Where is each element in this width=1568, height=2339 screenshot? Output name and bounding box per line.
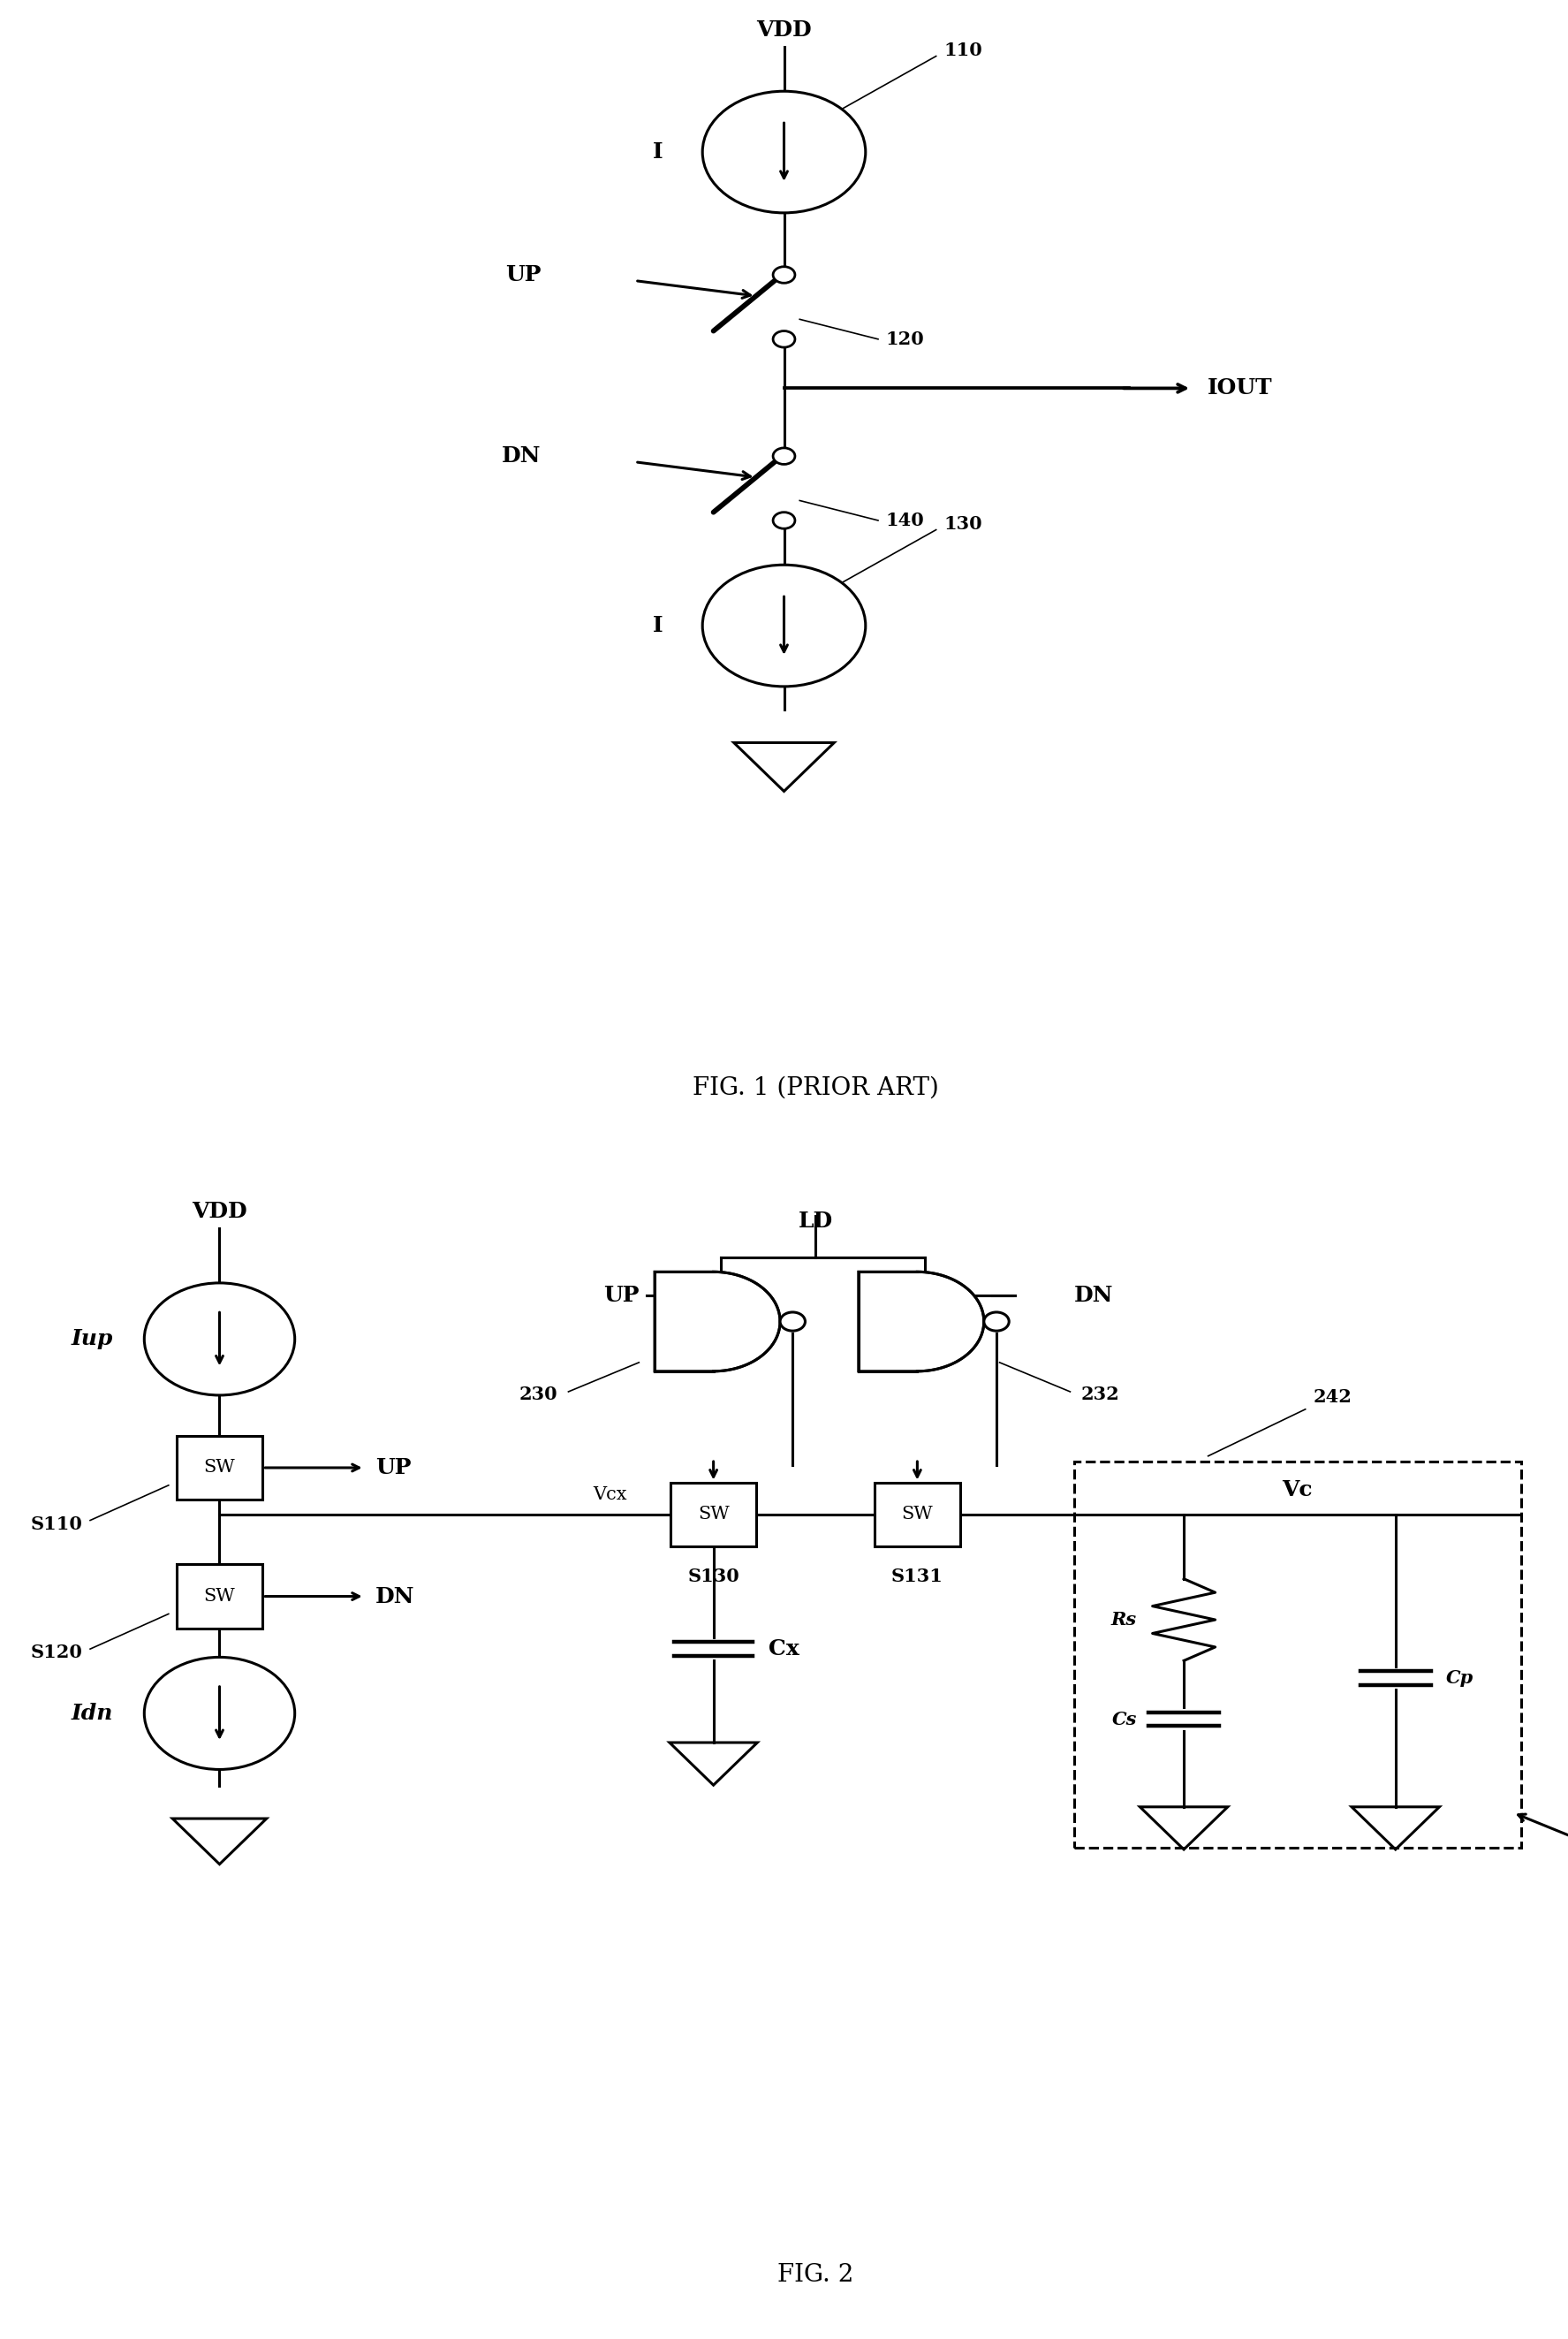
Text: UP: UP	[604, 1284, 640, 1308]
Circle shape	[773, 512, 795, 529]
Text: S110: S110	[30, 1516, 83, 1532]
Text: S131: S131	[891, 1567, 944, 1586]
Circle shape	[702, 91, 866, 213]
Text: S120: S120	[30, 1644, 83, 1661]
Text: DN: DN	[1074, 1284, 1113, 1308]
Text: 110: 110	[944, 42, 983, 58]
Text: Cx: Cx	[768, 1637, 800, 1661]
Circle shape	[773, 267, 795, 283]
Text: FIG. 1 (PRIOR ART): FIG. 1 (PRIOR ART)	[691, 1076, 939, 1099]
Bar	[1074, 1462, 1521, 1848]
Text: DN: DN	[375, 1586, 416, 1607]
Text: 242: 242	[1314, 1387, 1352, 1406]
Bar	[176, 1436, 263, 1499]
Text: LD: LD	[798, 1212, 833, 1233]
Text: 120: 120	[886, 330, 925, 349]
Circle shape	[779, 1312, 806, 1331]
Polygon shape	[655, 1272, 779, 1371]
Circle shape	[985, 1312, 1010, 1331]
Text: S130: S130	[687, 1567, 740, 1586]
Text: I: I	[652, 140, 663, 164]
Text: UP: UP	[505, 264, 541, 285]
Text: Cs: Cs	[1112, 1710, 1137, 1729]
Bar	[670, 1483, 756, 1546]
Text: 140: 140	[886, 512, 925, 529]
Text: Idn: Idn	[71, 1703, 113, 1724]
Circle shape	[702, 566, 866, 688]
Text: DN: DN	[502, 444, 541, 468]
Circle shape	[144, 1282, 295, 1394]
Text: SW: SW	[902, 1506, 933, 1523]
Text: 230: 230	[519, 1385, 558, 1403]
Text: 130: 130	[944, 515, 983, 533]
Bar	[875, 1483, 960, 1546]
Text: Vc: Vc	[1283, 1481, 1312, 1502]
Text: IOUT: IOUT	[1207, 377, 1272, 400]
Circle shape	[144, 1656, 295, 1771]
Text: Cp: Cp	[1446, 1670, 1474, 1686]
Circle shape	[773, 447, 795, 465]
Text: UP: UP	[375, 1457, 411, 1478]
Text: Iup: Iup	[71, 1329, 113, 1350]
Polygon shape	[859, 1272, 983, 1371]
Text: VDD: VDD	[191, 1200, 248, 1221]
Text: FIG. 2: FIG. 2	[778, 2262, 853, 2288]
Circle shape	[773, 330, 795, 349]
Text: SW: SW	[204, 1460, 235, 1476]
Bar	[176, 1565, 263, 1628]
Text: I: I	[652, 615, 663, 636]
Text: Vcx: Vcx	[593, 1485, 627, 1504]
Text: SW: SW	[698, 1506, 729, 1523]
Text: 232: 232	[1082, 1385, 1120, 1403]
Text: SW: SW	[204, 1588, 235, 1605]
Text: VDD: VDD	[756, 19, 812, 42]
Text: Rs: Rs	[1112, 1612, 1137, 1628]
